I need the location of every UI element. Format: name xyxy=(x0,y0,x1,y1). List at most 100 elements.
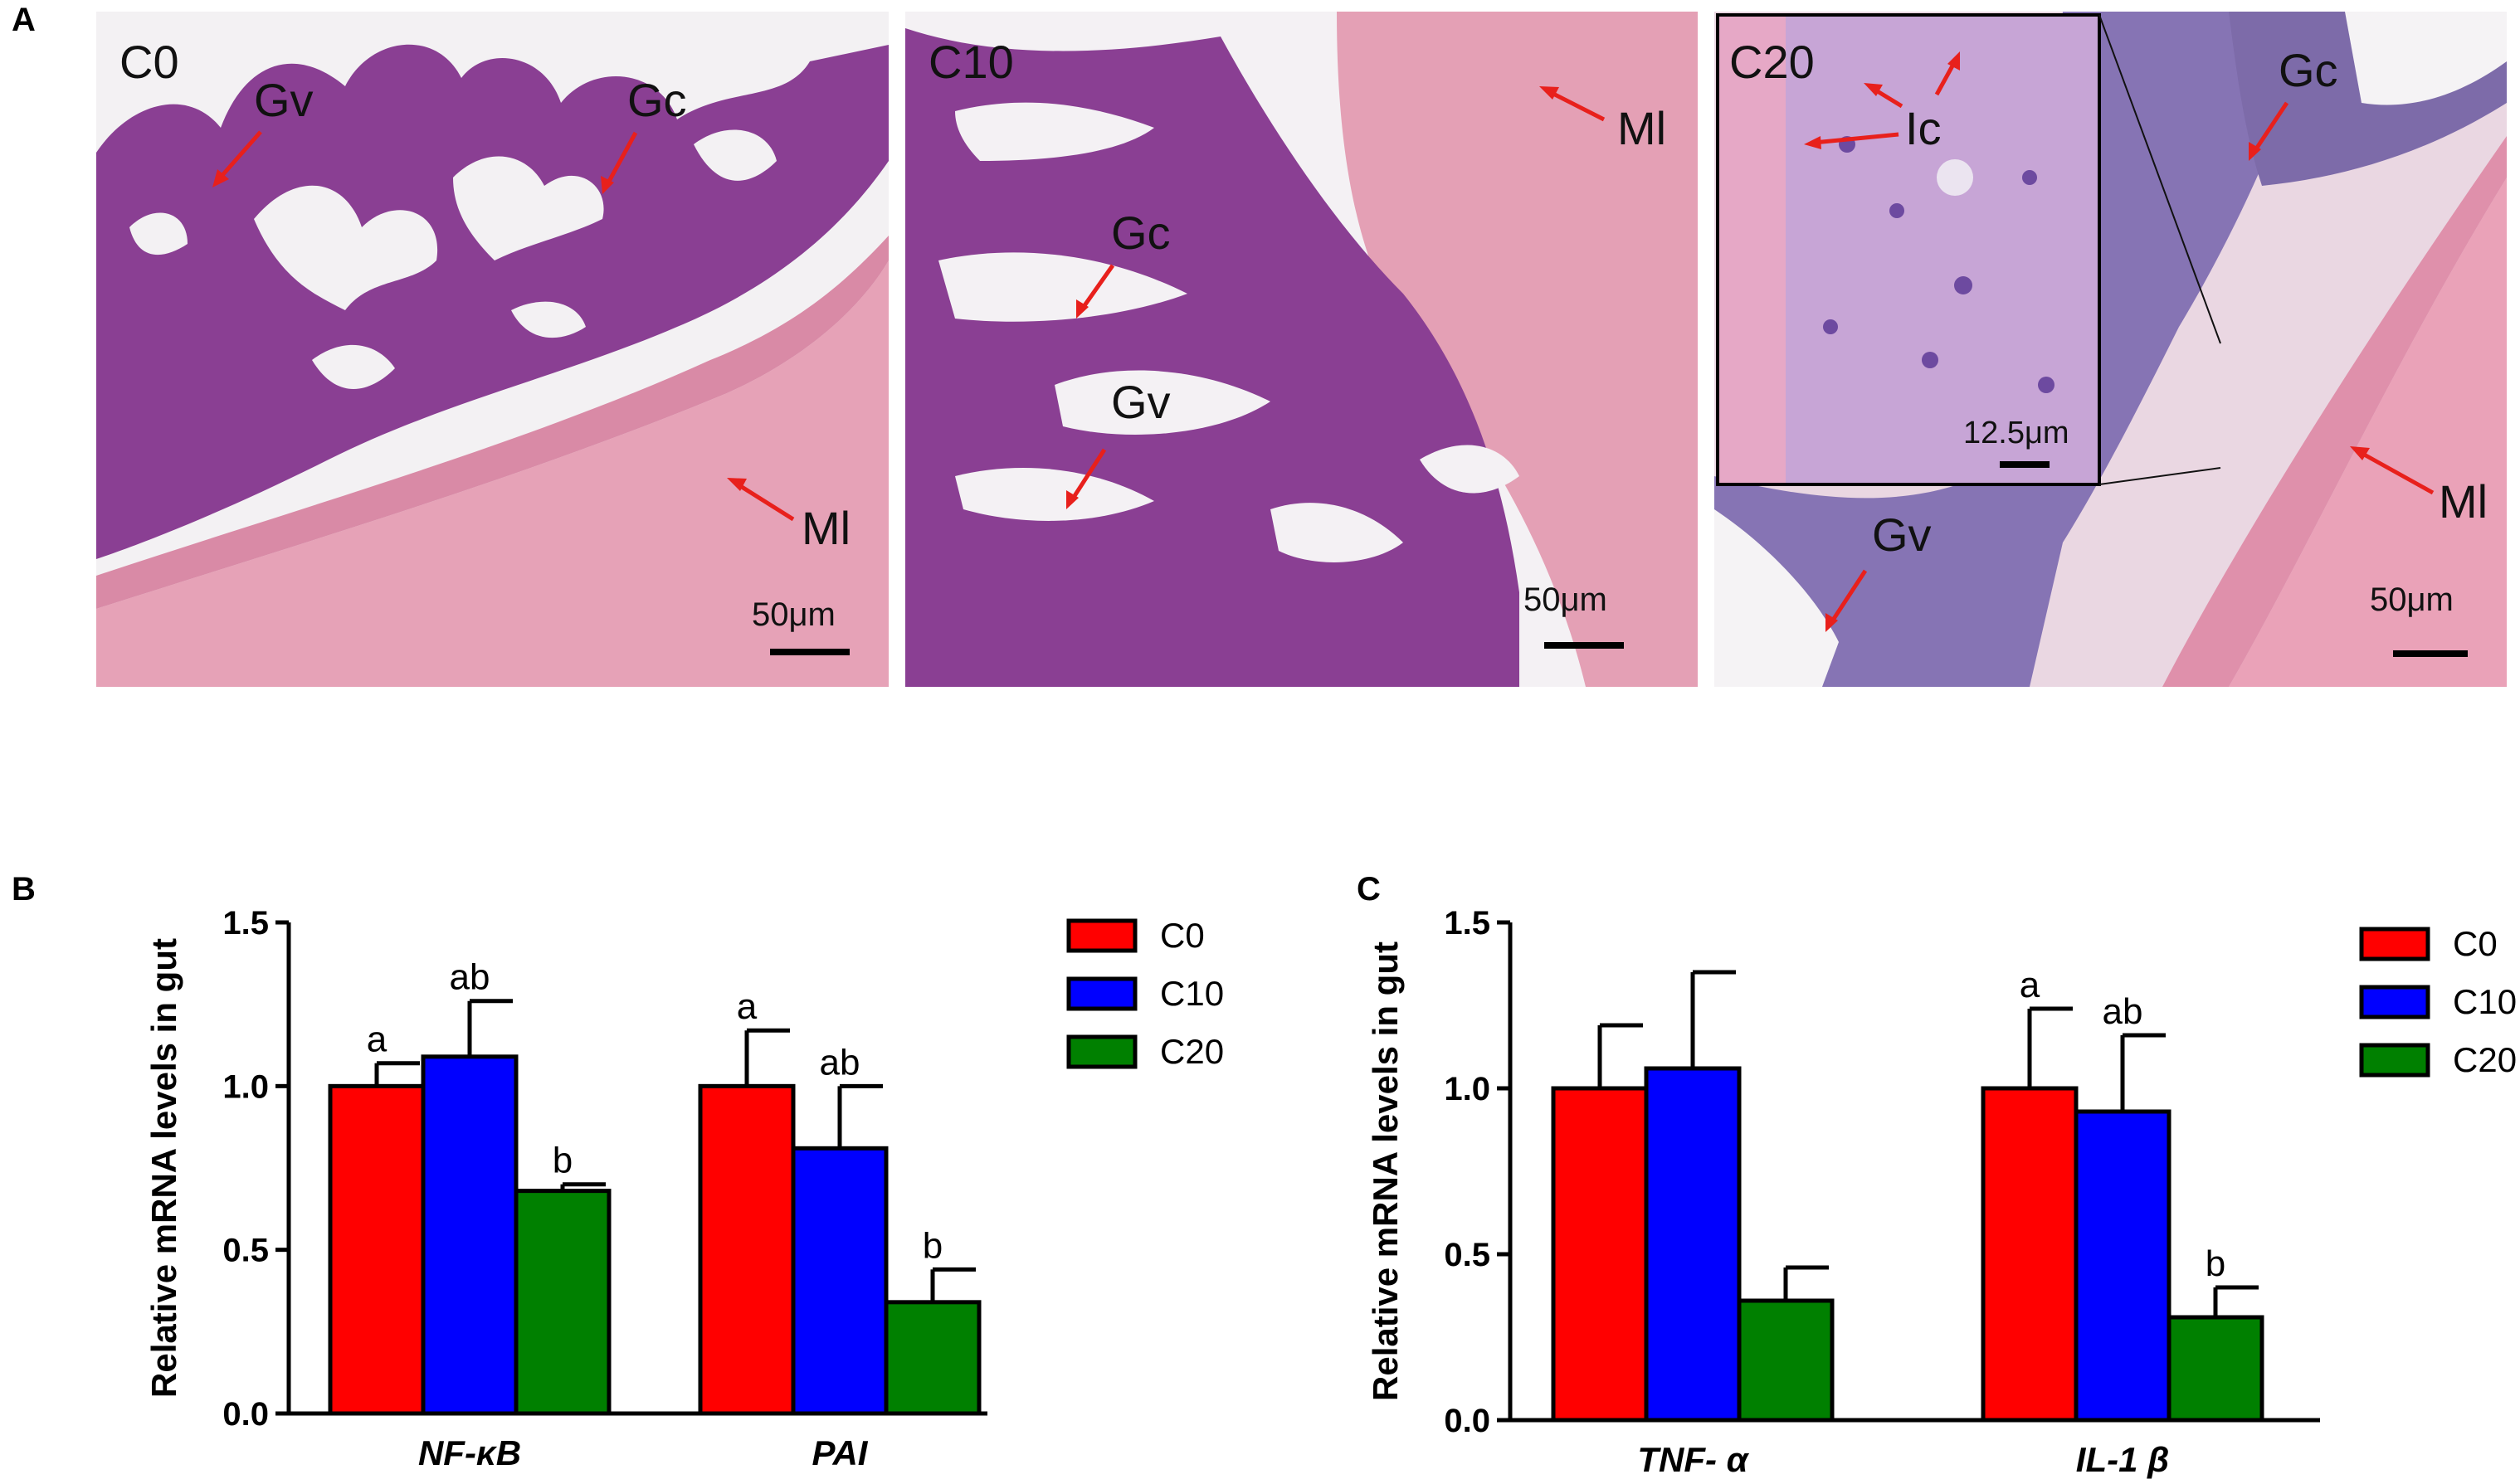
arrow-gv xyxy=(1828,569,1868,625)
legend-swatch-c10 xyxy=(1066,976,1138,1011)
annotation-gc: Gc xyxy=(2279,44,2338,96)
scale-bar xyxy=(2393,650,2468,657)
section-label: C0 xyxy=(119,36,179,88)
annotation-gv: Gv xyxy=(254,74,314,126)
scale-bar xyxy=(1544,642,1624,649)
panel-label-b: B xyxy=(12,871,36,907)
y-tick-label: 0.0 xyxy=(1444,1403,1490,1439)
significance-letter: ab xyxy=(820,1042,860,1083)
scale-bar-label: 50μm xyxy=(1523,581,1607,618)
lumen-top xyxy=(2345,12,2507,105)
section-label: C10 xyxy=(929,36,1014,88)
arrowhead-gv xyxy=(1066,490,1079,509)
villus-gap-5 xyxy=(1270,503,1403,562)
legend-swatch-c0 xyxy=(2359,927,2430,961)
legend-swatch-c20 xyxy=(2359,1043,2430,1078)
legend-label: C20 xyxy=(1160,1032,1224,1071)
villus-gap-4 xyxy=(694,129,777,181)
inset-cell xyxy=(1823,319,1838,334)
bar-c10 xyxy=(2074,1109,2171,1423)
inset-connector xyxy=(2098,467,2221,485)
bar-c0 xyxy=(1981,1086,2079,1423)
y-tick-label: 1.5 xyxy=(1444,905,1490,941)
chart-b-svg: 0.0 0.5 1.0 1.5 Relative mRNA levels in gut a… xyxy=(144,905,1224,1472)
arrowhead-ic xyxy=(1804,136,1821,149)
villus-gap-6 xyxy=(1420,445,1519,494)
lumen-left xyxy=(1714,509,1839,687)
muscle-layer xyxy=(1337,12,1698,687)
y-tick-label: 1.5 xyxy=(222,905,269,941)
villus-gap-2 xyxy=(453,156,604,260)
category-label: PAI xyxy=(812,1433,869,1472)
inset-scale-bar-label: 12.5μm xyxy=(1963,416,2069,450)
villus-gap-5 xyxy=(129,212,188,255)
arrowhead-ml xyxy=(1539,86,1559,100)
bar-c0 xyxy=(328,1083,426,1416)
annotation-gv: Gv xyxy=(1872,508,1932,561)
y-tick-label: 0.5 xyxy=(1444,1237,1490,1273)
micrograph-c10: C10 Ml Gc Gv 50μm xyxy=(905,12,1698,687)
category-label: NF-κB xyxy=(418,1433,521,1472)
muscle-layer xyxy=(96,260,889,687)
significance-letter: ab xyxy=(2103,991,2143,1032)
villus-gap-1 xyxy=(254,185,438,310)
y-tick-label: 0.5 xyxy=(222,1233,269,1269)
villus-gap-3 xyxy=(312,344,395,389)
arrow-ml xyxy=(1547,89,1606,122)
chart-c-svg: 0.0 0.5 1.0 1.5 Relative mRNA levels in gut T… xyxy=(1366,905,2517,1479)
muscle-layer-band xyxy=(96,236,889,609)
y-tick-label: 0.0 xyxy=(222,1396,269,1433)
annotation-ic: Ic xyxy=(1905,102,1942,154)
y-axis-label: Relative mRNA levels in gut xyxy=(1366,941,1405,1401)
arrowhead-ml xyxy=(727,478,747,491)
inset-cell xyxy=(2038,377,2055,393)
significance-letter: a xyxy=(737,986,758,1027)
annotation-gv: Gv xyxy=(1111,376,1171,428)
micrograph-c0: C0 Gv Gc Ml 50μm xyxy=(96,12,889,687)
arrow-gc xyxy=(2251,101,2289,154)
villus-gap-1 xyxy=(955,102,1154,161)
scale-bar-label: 50μm xyxy=(752,596,836,633)
bar-c10 xyxy=(1644,1066,1742,1423)
y-axis-label: Relative mRNA levels in gut xyxy=(144,938,183,1398)
scale-bar-label: 50μm xyxy=(2370,581,2454,618)
inset-cell xyxy=(1954,276,1972,294)
muscle-layer xyxy=(2229,178,2507,687)
annotation-ml: Ml xyxy=(1617,102,1666,154)
annotation-gc: Gc xyxy=(1111,207,1171,259)
bar-c20 xyxy=(1737,1298,1835,1423)
bar-c10 xyxy=(791,1146,889,1416)
bar-c20 xyxy=(884,1300,982,1416)
arrowhead-gc xyxy=(1076,299,1089,319)
legend-label: C0 xyxy=(1160,916,1205,955)
villus-gap-4 xyxy=(955,468,1154,521)
category-label: TNF- α xyxy=(1637,1440,1749,1479)
y-tick-label: 1.0 xyxy=(222,1068,269,1105)
bar-c20 xyxy=(2167,1315,2264,1423)
bar-c20 xyxy=(514,1189,612,1416)
inset-pink-edge xyxy=(1719,17,1786,483)
y-tick-label: 1.0 xyxy=(1444,1071,1490,1107)
villus-gap-2 xyxy=(938,252,1187,322)
arrow-gc xyxy=(604,131,638,187)
legend-label: C0 xyxy=(2453,924,2498,963)
significance-letter: b xyxy=(553,1141,573,1181)
inset-cell xyxy=(1922,352,1938,368)
epithelium-tissue xyxy=(96,44,889,560)
bar-c10 xyxy=(421,1054,519,1416)
scale-bar xyxy=(770,649,850,655)
legend-label: C20 xyxy=(2453,1040,2517,1079)
arrowhead-gc xyxy=(2249,142,2261,161)
significance-letter: b xyxy=(2206,1243,2225,1284)
bar-c0 xyxy=(698,1083,796,1416)
category-label: IL-1 β xyxy=(2076,1440,2169,1479)
arrow-ic xyxy=(1813,132,1899,145)
panel-label-a: A xyxy=(12,2,36,38)
inset-scale-bar xyxy=(2000,461,2050,468)
arrowhead-gv xyxy=(1825,613,1838,632)
annotation-ml: Ml xyxy=(2439,475,2488,528)
chart-c: 0.0 0.5 1.0 1.5 Relative mRNA levels in gut T… xyxy=(1344,863,2520,1484)
arrowhead-gc xyxy=(601,176,614,194)
arrow-ml xyxy=(734,480,795,522)
arrow-ml xyxy=(2357,449,2435,495)
